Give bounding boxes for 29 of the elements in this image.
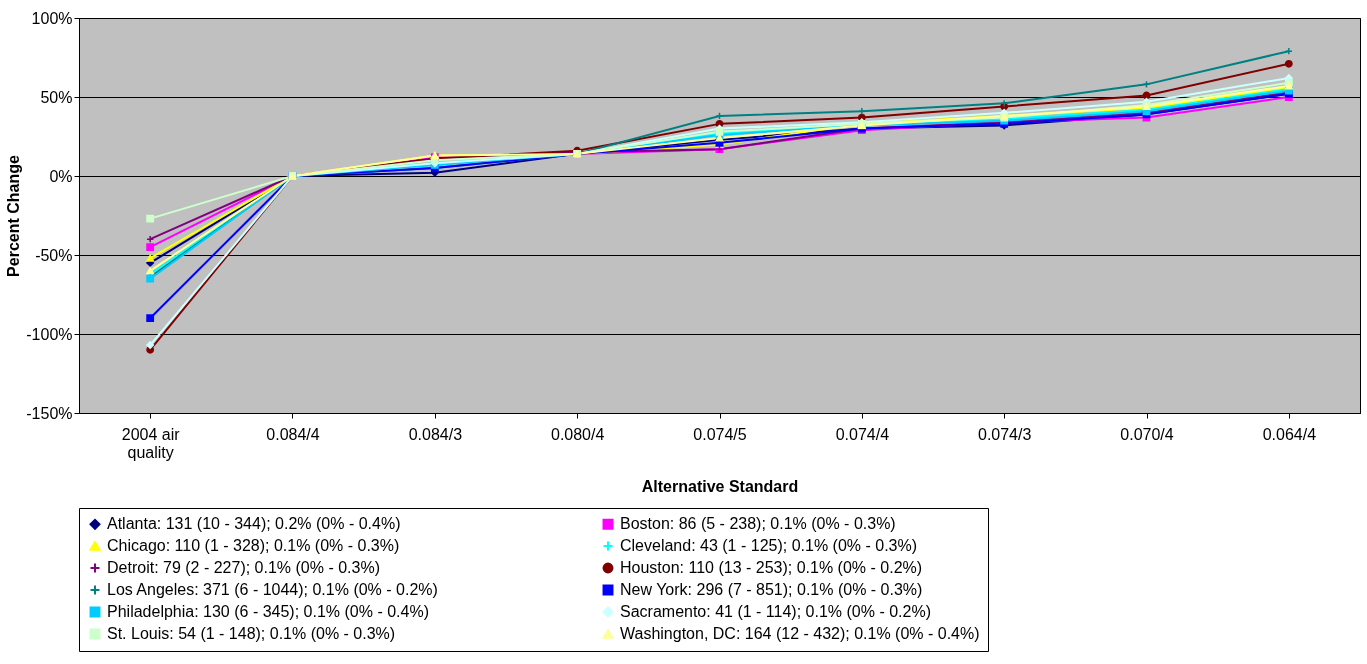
y-axis-title: Percent Change bbox=[5, 154, 23, 277]
x-tick-label: 0.084/3 bbox=[408, 425, 463, 443]
y-tick-label: -50% bbox=[35, 246, 73, 264]
legend-label: Houston: 110 (13 - 253); 0.1% (0% - 0.2%) bbox=[620, 559, 923, 576]
legend-label: Sacramento: 41 (1 - 114); 0.1% (0% - 0.2%) bbox=[620, 603, 931, 620]
x-tick-label: 0.074/4 bbox=[835, 425, 890, 443]
y-tick-label: 0% bbox=[49, 167, 73, 185]
legend-label: Cleveland: 43 (1 - 125); 0.1% (0% - 0.3%) bbox=[620, 537, 918, 554]
y-tick-label: 50% bbox=[40, 88, 73, 106]
y-tick-label: -100% bbox=[26, 325, 73, 343]
legend-label: Detroit: 79 (2 - 227); 0.1% (0% - 0.3%) bbox=[107, 559, 380, 576]
legend-label: New York: 296 (7 - 851); 0.1% (0% - 0.3%) bbox=[620, 581, 923, 598]
x-tick-label: 0.070/4 bbox=[1120, 425, 1174, 443]
x-tick-label: 2004 air quality bbox=[121, 425, 181, 461]
x-axis-title: Alternative Standard bbox=[641, 477, 799, 495]
legend-label: Atlanta: 131 (10 - 344); 0.2% (0% - 0.4%) bbox=[107, 515, 401, 533]
x-tick-label: 0.074/3 bbox=[977, 425, 1032, 443]
x-tick-label: 0.080/4 bbox=[550, 425, 605, 443]
y-tick-label: -150% bbox=[26, 404, 73, 422]
legend-label: Philadelphia: 130 (6 - 345); 0.1% (0% - 0.4%) bbox=[107, 603, 429, 620]
legend-label: Los Angeles: 371 (6 - 1044); 0.1% (0% - 0.2%) bbox=[107, 581, 438, 598]
y-tick-label: 100% bbox=[31, 9, 73, 27]
x-tick-label: 0.074/5 bbox=[693, 425, 747, 443]
x-tick-label: 0.064/4 bbox=[1262, 425, 1317, 443]
legend-label: St. Louis: 54 (1 - 148); 0.1% (0% - 0.3%) bbox=[107, 625, 396, 642]
legend-label: Chicago: 110 (1 - 328); 0.1% (0% - 0.3%) bbox=[107, 537, 400, 554]
legend-label: Washington, DC: 164 (12 - 432); 0.1% (0% - 0.4%) bbox=[620, 625, 980, 642]
legend-label: Boston: 86 (5 - 238); 0.1% (0% - 0.3%) bbox=[620, 515, 896, 533]
x-tick-label: 0.084/4 bbox=[266, 425, 320, 443]
